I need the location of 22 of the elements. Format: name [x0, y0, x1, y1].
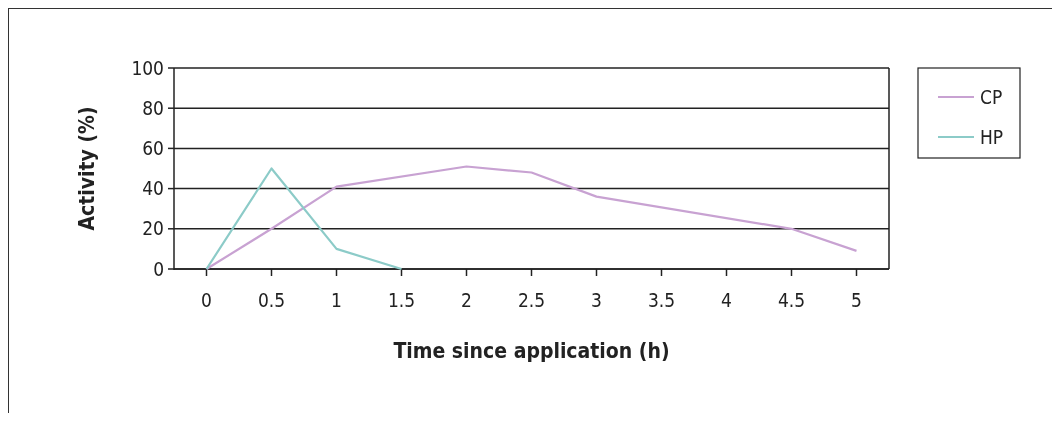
x-tick-label: 0 — [201, 289, 212, 311]
x-tick-label: 0.5 — [257, 289, 286, 311]
x-tick-label: 2.5 — [517, 289, 546, 311]
y-tick-label: 80 — [142, 96, 164, 119]
y-tick-label: 20 — [142, 217, 164, 240]
y-tick-label: 0 — [153, 257, 164, 280]
y-tick-label: 60 — [142, 137, 164, 160]
x-tick-label: 2 — [461, 289, 472, 311]
legend-label: CP — [980, 85, 1003, 108]
legend-label: HP — [980, 125, 1004, 148]
line-series — [205, 165, 858, 271]
x-tick-label: 3 — [591, 289, 602, 311]
x-tick-label: 3.5 — [647, 289, 676, 311]
y-axis-title: Activity (%) — [75, 106, 99, 231]
y-tick-label: 100 — [131, 56, 164, 79]
x-axis-title: Time since application (h) — [393, 339, 670, 363]
x-tick-label: 1.5 — [387, 289, 416, 311]
y-tick-label: 40 — [142, 177, 164, 200]
x-tick-label: 5 — [851, 289, 862, 311]
x-tick-label: 1 — [331, 289, 342, 311]
x-tick-label: 4 — [721, 289, 732, 311]
x-tick-label: 4.5 — [777, 289, 806, 311]
